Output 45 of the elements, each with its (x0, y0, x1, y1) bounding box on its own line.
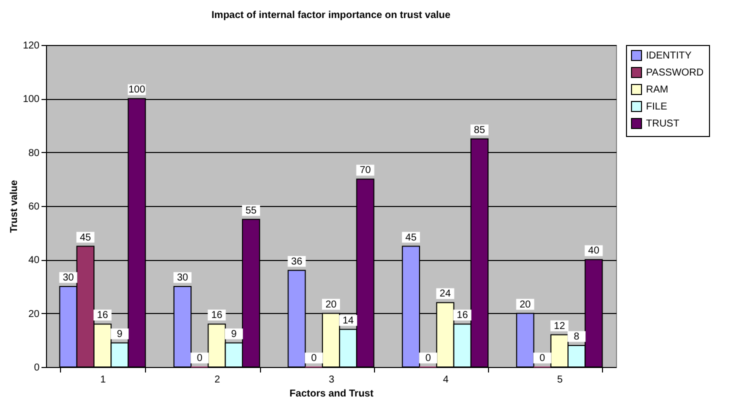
x-tick-label: 5 (557, 374, 564, 386)
data-label: 55 (245, 205, 258, 216)
y-axis-title: Trust value (8, 180, 20, 233)
y-tick-label: 120 (22, 40, 40, 52)
x-tick-label: 1 (100, 374, 106, 386)
y-tick-label: 0 (34, 362, 40, 374)
data-label: 70 (360, 165, 372, 176)
data-label: 0 (425, 353, 432, 364)
y-tick-label: 80 (28, 148, 40, 159)
x-tick-label: 3 (328, 374, 335, 386)
data-label: 16 (96, 310, 109, 322)
data-label: 12 (554, 320, 566, 332)
data-label: 45 (405, 232, 417, 244)
data-label: 100 (128, 84, 146, 96)
data-label: 85 (474, 124, 486, 136)
data-label: 45 (80, 232, 92, 244)
data-label: 0 (196, 353, 203, 364)
data-label: 8 (574, 332, 580, 343)
y-tick-label: 60 (28, 202, 40, 212)
data-label: 16 (456, 310, 468, 322)
data-label: 20 (325, 299, 337, 310)
x-tick-label: 4 (442, 374, 449, 386)
y-tick-label: 40 (28, 255, 40, 266)
legend-label: RAM (646, 84, 668, 96)
legend-label: IDENTITY (646, 50, 692, 62)
y-tick-label: 20 (28, 308, 40, 320)
data-label: 30 (176, 272, 188, 284)
data-label: 9 (231, 328, 238, 340)
legend-label: PASSWORD (646, 68, 704, 78)
data-label: 14 (342, 315, 354, 326)
data-label: 30 (62, 272, 74, 284)
x-axis-title: Factors and Trust (290, 388, 374, 400)
chart-title: Impact of internal factor importance on trust value (212, 10, 451, 21)
data-label: 24 (440, 288, 452, 300)
data-label: 9 (116, 328, 123, 340)
data-label: 0 (540, 353, 546, 364)
data-label: 40 (588, 246, 600, 257)
legend-label: TRUST (646, 118, 680, 130)
y-tick-label: 100 (22, 94, 40, 106)
data-label: 0 (311, 353, 318, 364)
data-label: 16 (211, 310, 223, 322)
legend-label: FILE (646, 102, 668, 112)
x-tick-label: 2 (214, 374, 220, 386)
data-label: 36 (291, 256, 303, 268)
data-label: 20 (520, 299, 532, 310)
